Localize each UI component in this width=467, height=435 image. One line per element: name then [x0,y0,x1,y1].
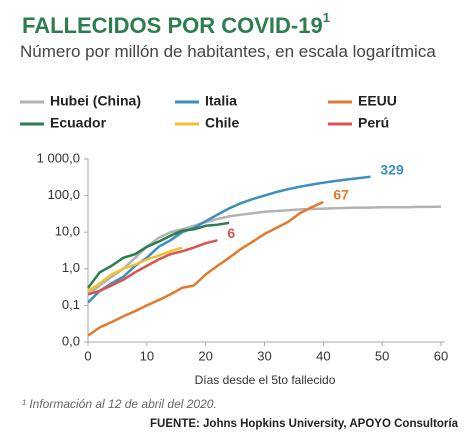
y-tick-label: 1 000,0 [37,150,80,165]
chart-subtitle: Número por millón de habitantes, en esca… [20,42,436,61]
title-superscript: 1 [323,10,330,25]
chart-title: FALLECIDOS POR COVID-191 [22,10,330,37]
source: FUENTE: Johns Hopkins University, APOYO … [150,418,459,430]
x-tick-label: 10 [140,348,154,363]
footnote: ¹ Información al 12 de abril del 2020. [22,397,217,411]
series-line [87,221,230,289]
x-tick-label: 0 [84,348,91,363]
series-line [87,239,218,296]
x-tick-label: 60 [434,348,448,363]
y-tick-label: 0,1 [62,297,80,312]
x-axis-label: Días desde el 5to fallecido [195,373,336,387]
y-tick-label: 10,0 [55,224,80,239]
legend-label: Hubei (China) [50,93,141,109]
x-tick-label: 40 [316,348,330,363]
y-tick-label: 0,0 [62,333,80,348]
subtitle-box: Número por millón de habitantes, en esca… [20,42,436,61]
series-line [87,200,324,337]
legend-label: Chile [205,115,239,131]
end-label: 67 [333,187,349,203]
x-tick-label: 30 [257,348,271,363]
end-label: 329 [380,161,404,177]
series-line [87,246,183,292]
legend-label: Italia [205,93,237,109]
x-tick-label: 20 [198,348,212,363]
legend-label: Ecuador [50,115,107,131]
legend-label: Perú [358,115,389,131]
legend-label: EEUU [358,93,397,109]
y-tick-label: 100,0 [47,187,80,202]
title-text: FALLECIDOS POR COVID-19 [22,13,323,38]
end-label: 6 [227,225,235,241]
x-tick-label: 50 [375,348,389,363]
y-tick-label: 1,0 [62,260,80,275]
